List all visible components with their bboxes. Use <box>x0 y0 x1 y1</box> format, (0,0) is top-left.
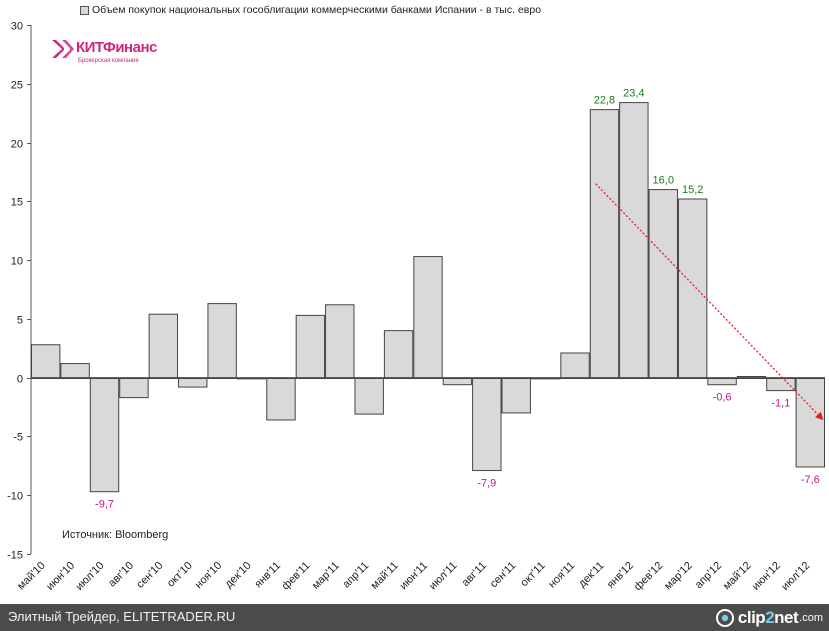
y-tick-label: 30 <box>11 21 23 33</box>
bar <box>178 377 208 388</box>
bar <box>148 313 179 379</box>
x-tick-label: июл'10 <box>73 560 106 593</box>
data-label: -1,1 <box>771 398 790 410</box>
bar <box>325 304 355 379</box>
x-tick-label: окт'11 <box>518 560 547 589</box>
x-tick-label: апр'12 <box>693 560 724 591</box>
footer-bar: Элитный Трейдер, ELITETRADER.RU clip2net… <box>0 604 829 631</box>
bar <box>707 377 737 386</box>
y-tick-label: 20 <box>11 139 23 151</box>
bar <box>589 109 620 379</box>
y-tick-label: -15 <box>7 550 23 562</box>
y-tick-label: 25 <box>11 80 23 92</box>
x-tick-label: фев'12 <box>632 560 665 593</box>
x-tick-label: авг'11 <box>460 560 489 589</box>
brand-suffix: net <box>774 607 799 627</box>
brand-name: clip2net <box>737 607 799 628</box>
x-tick-label: май'10 <box>15 560 48 593</box>
bar <box>31 344 61 379</box>
bar <box>266 377 296 421</box>
logo-subtitle: Брокерская компания <box>78 58 139 64</box>
bar <box>736 375 767 379</box>
data-label: -7,6 <box>801 474 820 486</box>
bar <box>383 330 414 379</box>
x-tick-label: фев'11 <box>280 560 313 593</box>
bar <box>766 377 796 392</box>
data-label: -0,6 <box>713 392 732 404</box>
x-tick-label: янв'11 <box>252 560 283 591</box>
bar <box>442 377 473 386</box>
x-tick-label: май'12 <box>721 560 754 593</box>
kitfinance-logo-icon <box>52 40 74 58</box>
bar <box>60 363 90 379</box>
x-tick-label: май'11 <box>369 560 401 592</box>
x-tick-label: сен'10 <box>134 560 165 591</box>
bar <box>795 377 825 468</box>
kitfinance-logo: КИТФинанс Брокерская компания <box>50 38 160 72</box>
data-label: -7,9 <box>477 478 496 490</box>
y-tick-label: -10 <box>7 491 23 503</box>
y-tick-label: 5 <box>17 315 23 327</box>
x-tick-label: июн'11 <box>398 560 431 593</box>
x-tick-label: июн'12 <box>750 560 783 593</box>
bar <box>648 189 678 379</box>
bar <box>89 377 120 493</box>
x-tick-label: мар'11 <box>310 560 342 592</box>
bar <box>501 377 531 414</box>
data-label: 23,4 <box>623 88 644 100</box>
x-tick-label: авг'10 <box>106 560 136 590</box>
brand-prefix: clip <box>737 607 766 627</box>
y-tick-label: -5 <box>13 432 23 444</box>
x-tick-label: окт'10 <box>165 560 195 590</box>
bar <box>295 314 326 379</box>
data-label: -9,7 <box>95 499 114 511</box>
y-tick-label: 15 <box>11 197 23 209</box>
bar <box>619 102 649 379</box>
chart-area: -15 -10 -5 0 5 10 15 20 25 30 май'10 июн'10 июл'10 ав… <box>7 4 825 593</box>
x-tick-label: мар'12 <box>662 560 695 593</box>
bar <box>677 198 708 379</box>
brand-accent: 2 <box>765 607 775 627</box>
y-tick-label: 0 <box>17 374 23 386</box>
x-tick-label: ноя'10 <box>193 560 224 591</box>
bar <box>119 377 149 399</box>
x-tick-label: апр'11 <box>340 560 371 591</box>
legend-swatch <box>80 5 89 15</box>
bar <box>472 377 502 472</box>
trend-arrow <box>595 183 824 421</box>
x-tick-label: июн'10 <box>44 560 77 593</box>
bar <box>560 352 590 379</box>
bar <box>413 256 443 379</box>
legend-label: Объем покупок национальных гособлигации … <box>92 4 542 16</box>
x-tick-label: дек'11 <box>576 560 606 590</box>
clip2net-logo-icon <box>715 608 734 627</box>
x-tick-label: ноя'11 <box>546 560 577 591</box>
data-label: 16,0 <box>653 175 674 187</box>
data-label: 22,8 <box>594 95 615 107</box>
bar <box>207 303 237 379</box>
x-tick-label: июл'11 <box>427 560 460 593</box>
footer-text: Элитный Трейдер, ELITETRADER.RU <box>8 609 236 624</box>
data-label: 15,2 <box>682 184 703 196</box>
x-tick-label: янв'12 <box>605 560 636 591</box>
y-tick-label: 10 <box>11 256 23 268</box>
brand-tld: .com <box>799 611 823 624</box>
legend: Объем покупок национальных гособлигации … <box>80 4 541 16</box>
x-tick-label: июл'12 <box>779 560 812 593</box>
x-tick-label: дек'10 <box>223 560 254 591</box>
logo-name: КИТФинанс <box>76 39 157 56</box>
x-tick-label: сен'11 <box>488 560 519 591</box>
bar <box>354 377 384 415</box>
source-note: Источник: Bloomberg <box>62 529 169 541</box>
clip2net-brand[interactable]: clip2net .com <box>715 607 823 628</box>
